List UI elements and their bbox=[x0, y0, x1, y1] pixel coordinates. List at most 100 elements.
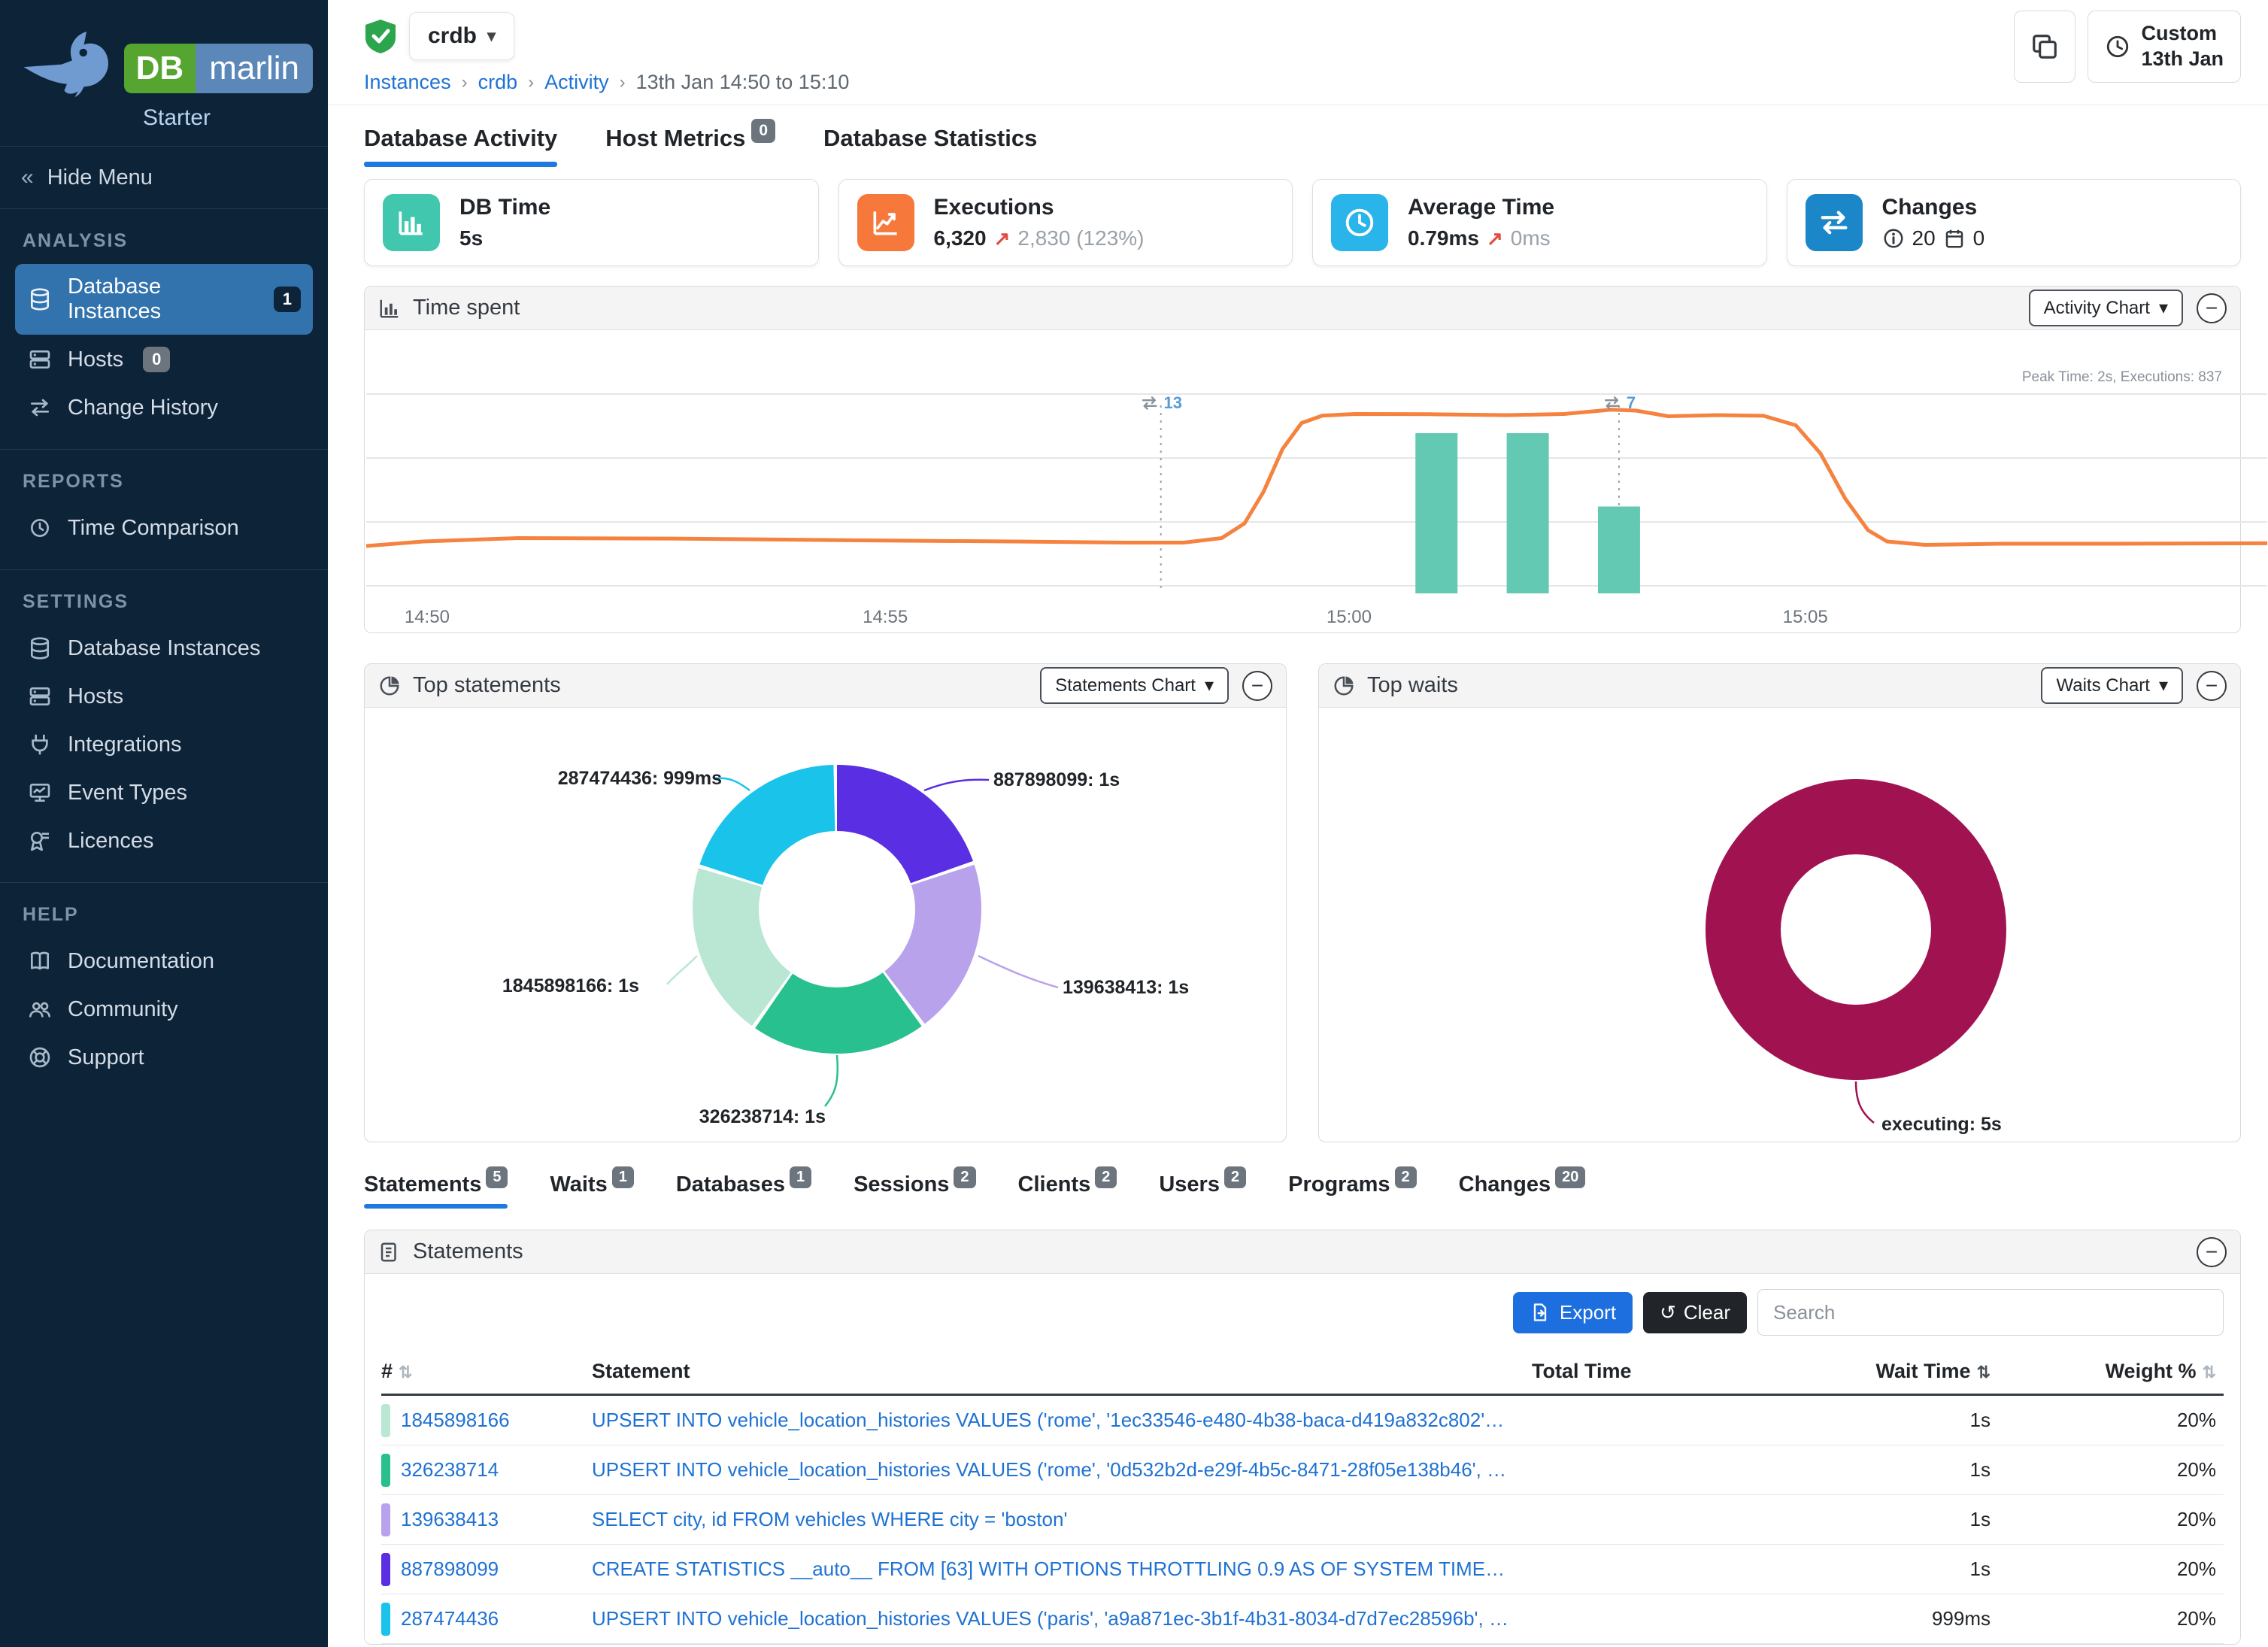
column-header-id[interactable]: # ⇅ bbox=[381, 1360, 413, 1382]
tab-database-statistics[interactable]: Database Statistics bbox=[823, 125, 1038, 151]
column-header-weight[interactable]: Weight % ⇅ bbox=[2105, 1360, 2216, 1382]
sidebar-item-label: Time Comparison bbox=[68, 515, 239, 540]
sidebar-item-hosts[interactable]: Hosts 0 bbox=[15, 336, 313, 383]
top-statements-chart[interactable]: 887898099: 1s 139638413: 1s 326238714: 1s 1… bbox=[365, 708, 1286, 1142]
statement-link[interactable]: UPSERT INTO vehicle_location_histories V… bbox=[592, 1607, 1532, 1630]
tab-host-metrics[interactable]: Host Metrics 0 bbox=[605, 119, 776, 167]
sidebar-item-change-history[interactable]: Change History bbox=[15, 384, 313, 431]
detail-tab-statements[interactable]: Statements 5 bbox=[364, 1166, 508, 1209]
double-chevron-left-icon: « bbox=[21, 165, 34, 190]
sidebar-item-time-comparison[interactable]: Time Comparison bbox=[15, 505, 313, 551]
column-header-wait-time[interactable]: Wait Time ⇅ bbox=[1875, 1360, 1991, 1382]
detail-tab-sessions[interactable]: Sessions 2 bbox=[854, 1166, 976, 1209]
donut-slice-326238714[interactable] bbox=[693, 765, 981, 1054]
kpi-card-average-time[interactable]: Average Time 0.79ms ↗ 0ms bbox=[1312, 179, 1767, 266]
donut-slice-executing[interactable] bbox=[1706, 779, 2006, 1080]
sidebar-item-integrations[interactable]: Integrations bbox=[15, 721, 313, 768]
sidebar-item-hosts[interactable]: Hosts bbox=[15, 673, 313, 720]
breadcrumb-link-activity[interactable]: Activity bbox=[544, 71, 609, 93]
sidebar-item-documentation[interactable]: Documentation bbox=[15, 938, 313, 984]
export-label: Export bbox=[1559, 1300, 1617, 1324]
collapse-top-waits-button[interactable]: − bbox=[2197, 670, 2227, 701]
statement-id-link[interactable]: 326238714 bbox=[401, 1458, 499, 1481]
detail-tab-users[interactable]: Users 2 bbox=[1159, 1166, 1247, 1209]
statement-id-link[interactable]: 1845898166 bbox=[401, 1409, 510, 1431]
statement-color-chip bbox=[381, 1453, 390, 1487]
brand-marlin: marlin bbox=[196, 44, 313, 93]
sidebar-section-title: REPORTS bbox=[23, 471, 124, 492]
kpi-card-db-time[interactable]: DB Time 5s bbox=[364, 179, 819, 266]
statement-id-link[interactable]: 887898099 bbox=[401, 1558, 499, 1580]
tab-database-activity[interactable]: Database Activity bbox=[364, 125, 558, 167]
sidebar-item-database-instances[interactable]: Database Instances 1 bbox=[15, 264, 313, 335]
waits-chart-select[interactable]: Waits Chart ▾ bbox=[2041, 667, 2183, 704]
swap-icon bbox=[1142, 396, 1157, 410]
statement-link[interactable]: CREATE STATISTICS __auto__ FROM [63] WIT… bbox=[592, 1558, 1532, 1580]
chevron-down-icon: ▾ bbox=[1204, 675, 1214, 696]
change-marker-count: 7 bbox=[1626, 393, 1636, 412]
weight-value: 20% bbox=[2176, 1458, 2216, 1481]
marlin-fish-icon bbox=[23, 32, 108, 98]
donut-slice-287474436[interactable] bbox=[693, 765, 981, 1054]
db-time-bar[interactable] bbox=[1506, 433, 1549, 593]
collapse-statements-button[interactable]: − bbox=[2197, 1236, 2227, 1267]
top-waits-title: Top waits bbox=[1367, 673, 1458, 697]
sidebar-item-community[interactable]: Community bbox=[15, 986, 313, 1033]
detail-tab-waits[interactable]: Waits 1 bbox=[550, 1166, 634, 1209]
sort-icon: ⇅ bbox=[399, 1363, 413, 1382]
donut-slice-1845898166[interactable] bbox=[693, 765, 981, 1054]
change-marker[interactable]: 13 bbox=[1139, 393, 1182, 413]
time-range-button[interactable]: Custom 13th Jan bbox=[2088, 11, 2241, 83]
kpi-card-executions[interactable]: Executions 6,320 ↗ 2,830 (123%) bbox=[838, 179, 1293, 266]
detail-tab-databases[interactable]: Databases 1 bbox=[676, 1166, 812, 1209]
sidebar-item-badge: 0 bbox=[143, 347, 171, 372]
donut-slice-887898099[interactable] bbox=[693, 765, 981, 1054]
breadcrumb-link-instances[interactable]: Instances bbox=[364, 71, 451, 93]
detail-tab-clients[interactable]: Clients 2 bbox=[1018, 1166, 1117, 1209]
swap-icon bbox=[1805, 194, 1863, 251]
table-row: 139638413 SELECT city, id FROM vehicles … bbox=[381, 1495, 2224, 1545]
column-header-total-time[interactable]: Total Time bbox=[1532, 1360, 1632, 1382]
copy-button[interactable] bbox=[2014, 11, 2076, 83]
search-input[interactable] bbox=[1757, 1289, 2224, 1336]
top-statements-title: Top statements bbox=[413, 673, 561, 697]
statement-id-link[interactable]: 287474436 bbox=[401, 1607, 499, 1630]
sidebar-item-event-types[interactable]: Event Types bbox=[15, 769, 313, 816]
db-time-bar[interactable] bbox=[1597, 506, 1640, 594]
hide-menu-button[interactable]: « Hide Menu bbox=[0, 147, 328, 209]
sidebar-item-support[interactable]: Support bbox=[15, 1034, 313, 1081]
export-button[interactable]: Export bbox=[1512, 1291, 1633, 1333]
statement-link[interactable]: SELECT city, id FROM vehicles WHERE city… bbox=[592, 1508, 1068, 1530]
clear-button[interactable]: ↺ Clear bbox=[1643, 1291, 1747, 1333]
weight-value: 20% bbox=[2176, 1558, 2216, 1580]
sidebar-item-licences[interactable]: Licences bbox=[15, 817, 313, 864]
detail-tab-changes[interactable]: Changes 20 bbox=[1459, 1166, 1586, 1209]
statement-link[interactable]: UPSERT INTO vehicle_location_histories V… bbox=[592, 1458, 1532, 1481]
x-axis-tick: 14:50 bbox=[404, 607, 450, 627]
statement-link[interactable]: UPSERT INTO vehicle_location_histories V… bbox=[592, 1409, 1532, 1431]
sidebar-item-label: Licences bbox=[68, 828, 154, 853]
column-header-statement[interactable]: Statement bbox=[592, 1360, 690, 1382]
donut-slice-139638413[interactable] bbox=[693, 765, 981, 1054]
instance-selector[interactable]: crdb ▾ bbox=[409, 12, 515, 60]
donut-label-887898099: 887898099: 1s bbox=[993, 769, 1120, 790]
breadcrumb-link-crdb[interactable]: crdb bbox=[478, 71, 518, 93]
top-waits-panel: Top waits Waits Chart ▾ − executing: 5s bbox=[1318, 663, 2241, 1142]
sidebar-item-database-instances[interactable]: Database Instances bbox=[15, 625, 313, 672]
time-spent-chart[interactable] bbox=[366, 360, 2267, 601]
top-waits-chart[interactable]: executing: 5s bbox=[1319, 708, 2240, 1142]
wait-time-value: 1s bbox=[1969, 1508, 1991, 1530]
collapse-top-statements-button[interactable]: − bbox=[1242, 670, 1272, 701]
kpi-title: Executions bbox=[933, 195, 1054, 220]
statements-table: # ⇅ Statement Total Time Wait Time ⇅ Weigh… bbox=[381, 1352, 2224, 1644]
kpi-card-changes[interactable]: Changes 20 0 bbox=[1786, 179, 2241, 266]
collapse-time-spent-button[interactable]: − bbox=[2197, 293, 2227, 323]
statements-chart-select[interactable]: Statements Chart ▾ bbox=[1040, 667, 1229, 704]
statement-id-link[interactable]: 139638413 bbox=[401, 1508, 499, 1530]
statements-panel: Statements − Export ↺ Clear bbox=[364, 1230, 2241, 1645]
detail-tab-programs[interactable]: Programs 2 bbox=[1288, 1166, 1417, 1209]
detail-tab-badge: 2 bbox=[1095, 1166, 1117, 1188]
change-marker[interactable]: 7 bbox=[1602, 393, 1636, 413]
db-time-bar[interactable] bbox=[1415, 433, 1458, 593]
activity-chart-select[interactable]: Activity Chart ▾ bbox=[2028, 290, 2183, 326]
